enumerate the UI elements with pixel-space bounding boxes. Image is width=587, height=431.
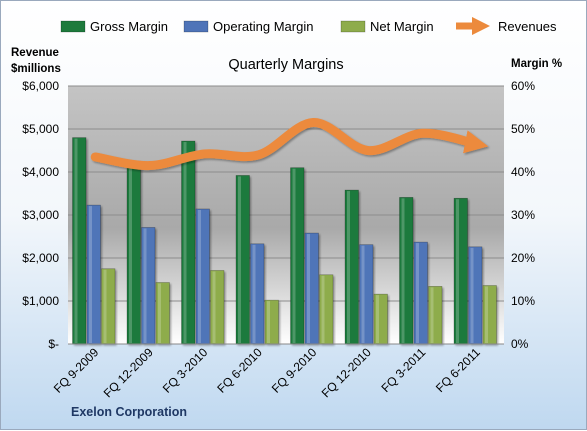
right-tick-label: 30% [511, 208, 535, 222]
bar-highlight [198, 210, 201, 343]
right-tick-label: 40% [511, 165, 535, 179]
legend-label: Gross Margin [90, 19, 168, 34]
left-tick-label: $3,000 [22, 208, 59, 222]
left-tick-label: $2,000 [22, 251, 59, 265]
bar-highlight [362, 246, 365, 343]
x-tick-label: FQ 6-2011 [433, 345, 483, 395]
bar-highlight [293, 169, 296, 343]
bar-highlight [144, 228, 147, 343]
bar-highlight [267, 301, 270, 343]
right-tick-label: 10% [511, 294, 535, 308]
bar-highlight [416, 243, 419, 343]
right-tick-label: 50% [511, 122, 535, 136]
bar-highlight [253, 245, 256, 343]
bar-highlight [184, 142, 187, 343]
legend-swatch [61, 21, 85, 32]
bar-highlight [471, 248, 474, 343]
left-axis-title-line1: Revenue [11, 47, 59, 59]
x-tick-label: FQ 12-2009 [101, 345, 156, 400]
legend-item-gross-margin: Gross Margin [61, 19, 168, 34]
bar-highlight [402, 198, 405, 343]
left-tick-label: $1,000 [22, 294, 59, 308]
x-tick-label: FQ 3-2011 [379, 345, 429, 395]
legend-label: Net Margin [370, 19, 434, 34]
bar-highlight [307, 234, 310, 343]
right-tick-label: 20% [511, 251, 535, 265]
x-tick-label: FQ 6-2010 [214, 345, 265, 396]
right-axis-ticks: 0% 10% 20% 30% 40% 50% 60% [511, 79, 535, 351]
bar-highlight [376, 295, 379, 343]
x-tick-label: FQ 9-2009 [51, 345, 102, 396]
bar-highlight [89, 206, 92, 343]
legend-swatch [341, 21, 365, 32]
left-axis-title-line2: $millions [11, 63, 61, 75]
left-tick-label: $5,000 [22, 122, 59, 136]
legend: Gross Margin Operating Margin Net Margin Re… [61, 19, 557, 34]
x-tick-label: FQ 9-2010 [269, 345, 320, 396]
bar-highlight [431, 287, 434, 343]
chart-title: Quarterly Margins [228, 57, 343, 73]
bar-highlight [104, 270, 107, 343]
bar-highlight [347, 191, 350, 343]
right-tick-label: 60% [511, 79, 535, 93]
legend-swatch [184, 21, 208, 32]
bar-highlight [129, 162, 132, 343]
x-tick-label: FQ 12-2010 [319, 345, 374, 400]
bar-highlight [322, 276, 325, 343]
legend-item-net-margin: Net Margin [341, 19, 434, 34]
x-tick-label: FQ 3-2010 [160, 345, 211, 396]
left-tick-label: $- [48, 337, 59, 351]
right-axis-title: Margin % [511, 58, 562, 70]
bar-highlight [158, 284, 161, 343]
bar-highlight [238, 176, 241, 343]
left-tick-label: $6,000 [22, 79, 59, 93]
bar-highlight [75, 139, 78, 343]
legend-label: Operating Margin [213, 19, 313, 34]
legend-item-operating-margin: Operating Margin [184, 19, 313, 34]
left-axis-ticks: $- $1,000 $2,000 $3,000 $4,000 $5,000 $6,000 [22, 79, 59, 351]
left-tick-label: $4,000 [22, 165, 59, 179]
legend-item-revenues: Revenues [456, 19, 557, 34]
company-name: Exelon Corporation [71, 405, 187, 419]
bar-highlight [485, 287, 488, 343]
bar-highlight [456, 199, 459, 343]
bar-highlight [213, 271, 216, 343]
right-tick-label: 0% [511, 337, 529, 351]
legend-label: Revenues [498, 19, 557, 34]
